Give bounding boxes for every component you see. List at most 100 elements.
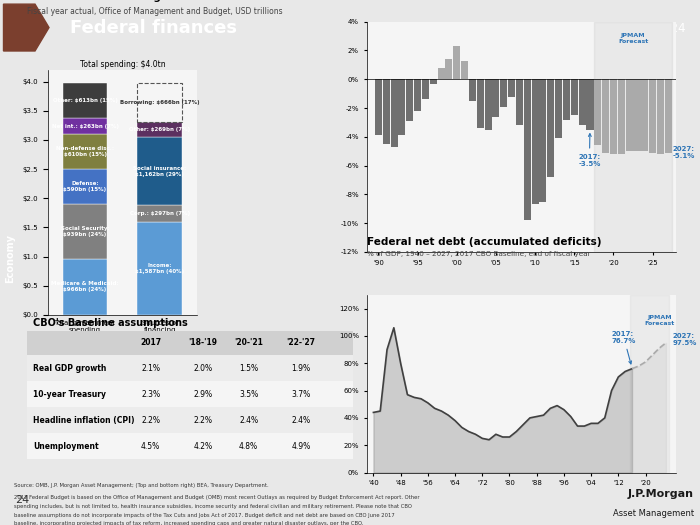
Text: Non-defense disc.:
$610bn (15%): Non-defense disc.: $610bn (15%) (56, 146, 114, 157)
Bar (27, 331, 354, 355)
Bar (383, 79, 390, 144)
Text: '22-'27: '22-'27 (286, 338, 316, 347)
Text: 2027:
-5.1%: 2027: -5.1% (672, 146, 694, 159)
Bar (540, 79, 547, 202)
Bar (618, 79, 625, 154)
Text: JPMAM
Forecast: JPMAM Forecast (618, 33, 648, 44)
Text: spending includes, but is not limited to, health insurance subsidies, income sec: spending includes, but is not limited to… (14, 504, 412, 509)
Bar (665, 79, 672, 153)
Bar (587, 79, 594, 130)
Text: 2.1%: 2.1% (141, 364, 160, 373)
Bar (563, 79, 570, 120)
Text: Other: $613bn (15%): Other: $613bn (15%) (52, 98, 118, 103)
Bar (422, 79, 429, 99)
Text: '18-'19: '18-'19 (188, 338, 218, 347)
Text: 2.9%: 2.9% (193, 390, 213, 399)
Bar (27, 407, 354, 434)
Text: Corp.: $297bn (7%): Corp.: $297bn (7%) (130, 211, 190, 216)
Bar (137, 121, 182, 137)
Bar (500, 79, 508, 107)
Text: baseline assumptions do not incorporate impacts of the Tax Cuts and Jobs Act of : baseline assumptions do not incorporate … (14, 512, 395, 518)
Bar (453, 46, 461, 79)
Text: Economy: Economy (5, 234, 15, 283)
Text: J.P.Morgan: J.P.Morgan (628, 489, 694, 499)
Text: 4.2%: 4.2% (193, 442, 213, 451)
Bar (430, 79, 437, 83)
Bar (137, 82, 182, 121)
Text: 2.4%: 2.4% (291, 416, 311, 425)
Bar (579, 79, 586, 125)
Bar (27, 434, 354, 459)
Text: 2.4%: 2.4% (239, 416, 258, 425)
Bar (461, 60, 468, 79)
Bar (137, 205, 182, 223)
Bar (630, 295, 669, 472)
Bar (27, 355, 354, 381)
Text: 2017: 2017 (140, 338, 161, 347)
Bar (391, 79, 398, 147)
Bar (555, 79, 562, 138)
Bar (657, 79, 664, 154)
Bar (406, 79, 413, 121)
Bar (398, 79, 405, 135)
Bar (438, 68, 444, 79)
Bar (634, 79, 640, 151)
Text: 2017 Federal Budget is based on the Office of Management and Budget (OMB) most r: 2017 Federal Budget is based on the Offi… (14, 495, 419, 500)
Text: 4.9%: 4.9% (291, 442, 311, 451)
Bar (477, 79, 484, 128)
Bar (62, 170, 108, 204)
Bar (641, 79, 648, 151)
Bar (516, 79, 523, 125)
Text: 2017:
-3.5%: 2017: -3.5% (578, 134, 601, 166)
Bar (374, 79, 382, 135)
Bar (531, 79, 538, 205)
Text: Source: OMB, J.P. Morgan Asset Management; (Top and bottom right) BEA, Treasury : Source: OMB, J.P. Morgan Asset Managemen… (14, 482, 269, 488)
Text: Net int.: $263bn (7%): Net int.: $263bn (7%) (52, 123, 118, 129)
Bar (62, 82, 108, 119)
Bar (62, 119, 108, 134)
Bar (626, 79, 633, 151)
Bar (27, 381, 354, 407)
Text: 3.7%: 3.7% (291, 390, 311, 399)
FancyArrow shape (4, 4, 49, 51)
Text: baseline, incorporating projected impacts of tax reform, increased spending caps: baseline, incorporating projected impact… (14, 521, 363, 525)
Text: 4.5%: 4.5% (141, 442, 160, 451)
Bar (137, 137, 182, 205)
Bar (602, 79, 609, 153)
Text: Defense:
$590bn (15%): Defense: $590bn (15%) (64, 181, 106, 192)
Bar (594, 79, 601, 145)
Text: 1.5%: 1.5% (239, 364, 258, 373)
Bar (547, 79, 554, 177)
Bar (62, 259, 108, 315)
Text: JPMAM
Forecast: JPMAM Forecast (644, 316, 674, 326)
Text: The 2017 federal budget: The 2017 federal budget (27, 0, 173, 2)
Text: Borrowing: $666bn (17%): Borrowing: $666bn (17%) (120, 100, 200, 104)
Text: 2017:
76.7%: 2017: 76.7% (612, 331, 636, 364)
Text: Federal finances: Federal finances (70, 18, 237, 37)
Text: Unemployment: Unemployment (33, 442, 99, 451)
Text: Other: $269bn (7%): Other: $269bn (7%) (130, 127, 190, 132)
Bar (570, 79, 578, 116)
Bar (137, 223, 182, 315)
Text: Headline inflation (CPI): Headline inflation (CPI) (33, 416, 134, 425)
Text: 4.8%: 4.8% (239, 442, 258, 451)
Text: 2.0%: 2.0% (193, 364, 213, 373)
Text: 2.2%: 2.2% (141, 416, 160, 425)
Text: Medicare & Medicaid:
$966bn (24%): Medicare & Medicaid: $966bn (24%) (51, 281, 119, 292)
Bar (484, 79, 491, 130)
Bar (62, 204, 108, 259)
Text: Social Security:
$939bn (24%): Social Security: $939bn (24%) (61, 226, 109, 237)
Text: 1.9%: 1.9% (291, 364, 311, 373)
Text: Real GDP growth: Real GDP growth (33, 364, 106, 373)
Bar (469, 79, 476, 101)
Text: 3.5%: 3.5% (239, 390, 258, 399)
Text: Asset Management: Asset Management (612, 509, 694, 518)
Text: 2.3%: 2.3% (141, 390, 160, 399)
Text: CBO's Baseline assumptions: CBO's Baseline assumptions (33, 318, 188, 328)
Bar (492, 79, 499, 117)
Bar (62, 134, 108, 170)
Bar (594, 22, 672, 252)
Text: GTM - U.S.  |  24: GTM - U.S. | 24 (559, 21, 686, 34)
Text: Social insurance:
$1,162bn (29%): Social insurance: $1,162bn (29%) (133, 166, 186, 176)
Text: '20-'21: '20-'21 (234, 338, 263, 347)
